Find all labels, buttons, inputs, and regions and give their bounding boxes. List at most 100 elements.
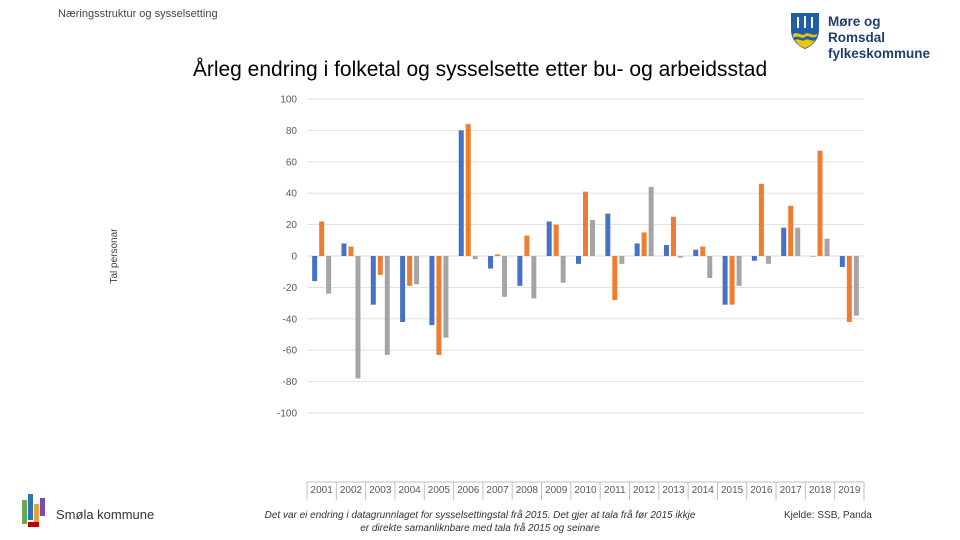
bar-2016-series-3: [765, 256, 771, 264]
source-note: Kjelde: SSB, Panda: [784, 510, 872, 521]
bar-2013-series-2: [670, 216, 676, 256]
bar-2018-series-2: [817, 150, 823, 256]
bar-2019-series-1: [839, 256, 845, 267]
bar-2001-series-3: [326, 256, 332, 294]
x-tick-label: 2007: [486, 485, 509, 496]
bar-2007-series-3: [502, 256, 508, 297]
bar-2018-series-1: [810, 256, 816, 257]
footnote-line-2: er direkte samanliknbare med tala frå 20…: [360, 523, 600, 534]
x-tick-label: 2016: [750, 485, 773, 496]
bar-2006-series-3: [472, 256, 478, 260]
bar-2008-series-1: [517, 256, 523, 286]
x-tick-label: 2004: [398, 485, 421, 496]
bar-2017-series-2: [788, 205, 794, 256]
x-tick-label: 2018: [809, 485, 832, 496]
y-tick-label: -40: [283, 314, 298, 325]
section-title: Næringsstruktur og sysselsetting: [58, 8, 218, 20]
y-axis-label: Tal personar: [109, 228, 120, 284]
bar-2015-series-3: [736, 256, 742, 286]
logo-line-2: fylkeskommune: [828, 46, 931, 61]
bar-2011-series-1: [605, 213, 611, 256]
bar-2002-series-3: [355, 256, 361, 379]
bar-2001-series-1: [312, 256, 318, 282]
bar-2003-series-2: [377, 256, 383, 275]
bar-2013-series-3: [677, 256, 683, 258]
x-tick-label: 2002: [340, 485, 363, 496]
bar-2012-series-3: [648, 186, 654, 256]
bar-2016-series-2: [758, 183, 764, 256]
bar-2010-series-3: [590, 219, 595, 256]
municipality-name: Smøla kommune: [56, 507, 155, 522]
bar-2013-series-1: [663, 245, 669, 256]
bar-2007-series-2: [495, 254, 501, 256]
bar-2012-series-2: [641, 232, 647, 256]
bar-2011-series-3: [619, 256, 625, 264]
bar-2011-series-2: [612, 256, 618, 300]
y-tick-label: 20: [286, 220, 298, 231]
bar-2005-series-3: [443, 256, 449, 338]
bar-2008-series-3: [531, 256, 537, 299]
bar-2008-series-2: [524, 235, 530, 256]
bar-2018-series-3: [824, 238, 830, 256]
bar-2014-series-1: [693, 249, 699, 256]
x-tick-label: 2017: [780, 485, 803, 496]
bar-2002-series-2: [348, 246, 354, 256]
y-tick-label: -60: [283, 346, 298, 357]
bar-2006-series-1: [458, 130, 464, 256]
bar-2003-series-1: [370, 256, 376, 305]
y-tick-label: -80: [283, 377, 298, 388]
bar-2003-series-3: [384, 256, 390, 355]
bar-2014-series-3: [707, 256, 713, 278]
x-tick-label: 2006: [457, 485, 480, 496]
bars: [312, 124, 859, 379]
x-tick-label: 2012: [633, 485, 656, 496]
y-tick-label: 80: [286, 126, 298, 137]
x-tick-label: 2011: [604, 485, 626, 496]
y-tick-labels: 100 80 60 40 20 0 -20 -40 -60 -80 -100: [277, 95, 297, 420]
x-tick-label: 2008: [516, 485, 539, 496]
bar-2019-series-2: [846, 256, 852, 322]
bar-2004-series-3: [414, 256, 420, 285]
y-tick-label: 100: [280, 95, 297, 106]
y-tick-label: -20: [283, 283, 298, 294]
x-tick-label: 2009: [545, 485, 568, 496]
shield-logo-icon: [791, 13, 819, 49]
x-axis: 2001 2002 2003 2004 2005 2006 2007 2008 2009 2010…: [306, 481, 865, 500]
x-tick-label: 2013: [662, 485, 685, 496]
bar-2015-series-1: [722, 256, 728, 305]
bar-2004-series-2: [407, 256, 413, 286]
bar-2002-series-1: [341, 243, 347, 256]
bar-2015-series-2: [729, 256, 735, 305]
x-tick-label: 2003: [369, 485, 392, 496]
bar-2005-series-2: [436, 256, 442, 355]
bar-2019-series-3: [853, 256, 859, 316]
bar-2017-series-3: [795, 227, 801, 256]
x-tick-label: 2014: [692, 485, 715, 496]
municipality-logo-icon: [22, 494, 45, 527]
county-logo: Møre og Romsdal fylkeskommune: [790, 12, 940, 61]
bar-2016-series-1: [751, 256, 757, 261]
y-tick-label: 0: [291, 252, 297, 263]
bar-2009-series-1: [546, 221, 552, 256]
chart-title: Årleg endring i folketal og sysselsette …: [192, 58, 768, 81]
bar-2009-series-2: [553, 224, 559, 256]
x-tick-label: 2001: [311, 485, 334, 496]
bar-2009-series-3: [560, 256, 566, 283]
bar-2010-series-2: [583, 191, 588, 256]
x-tick-label: 2010: [574, 485, 597, 496]
bar-2005-series-1: [429, 256, 435, 326]
y-tick-label: -100: [277, 409, 297, 420]
x-tick-label: 2005: [428, 485, 451, 496]
y-tick-label: 40: [286, 189, 298, 200]
bar-2014-series-2: [700, 246, 706, 256]
footnote-line-1: Det var ei endring i datagrunnlaget for …: [264, 510, 696, 521]
bar-2004-series-1: [400, 256, 406, 322]
footnote: Det var ei endring i datagrunnlaget for …: [228, 509, 732, 535]
bar-2017-series-1: [781, 227, 787, 256]
bar-2007-series-1: [488, 256, 494, 269]
bar-2012-series-1: [634, 243, 640, 256]
y-tick-label: 60: [286, 157, 298, 168]
x-tick-label: 2015: [721, 485, 744, 496]
x-tick-label: 2019: [838, 485, 861, 496]
